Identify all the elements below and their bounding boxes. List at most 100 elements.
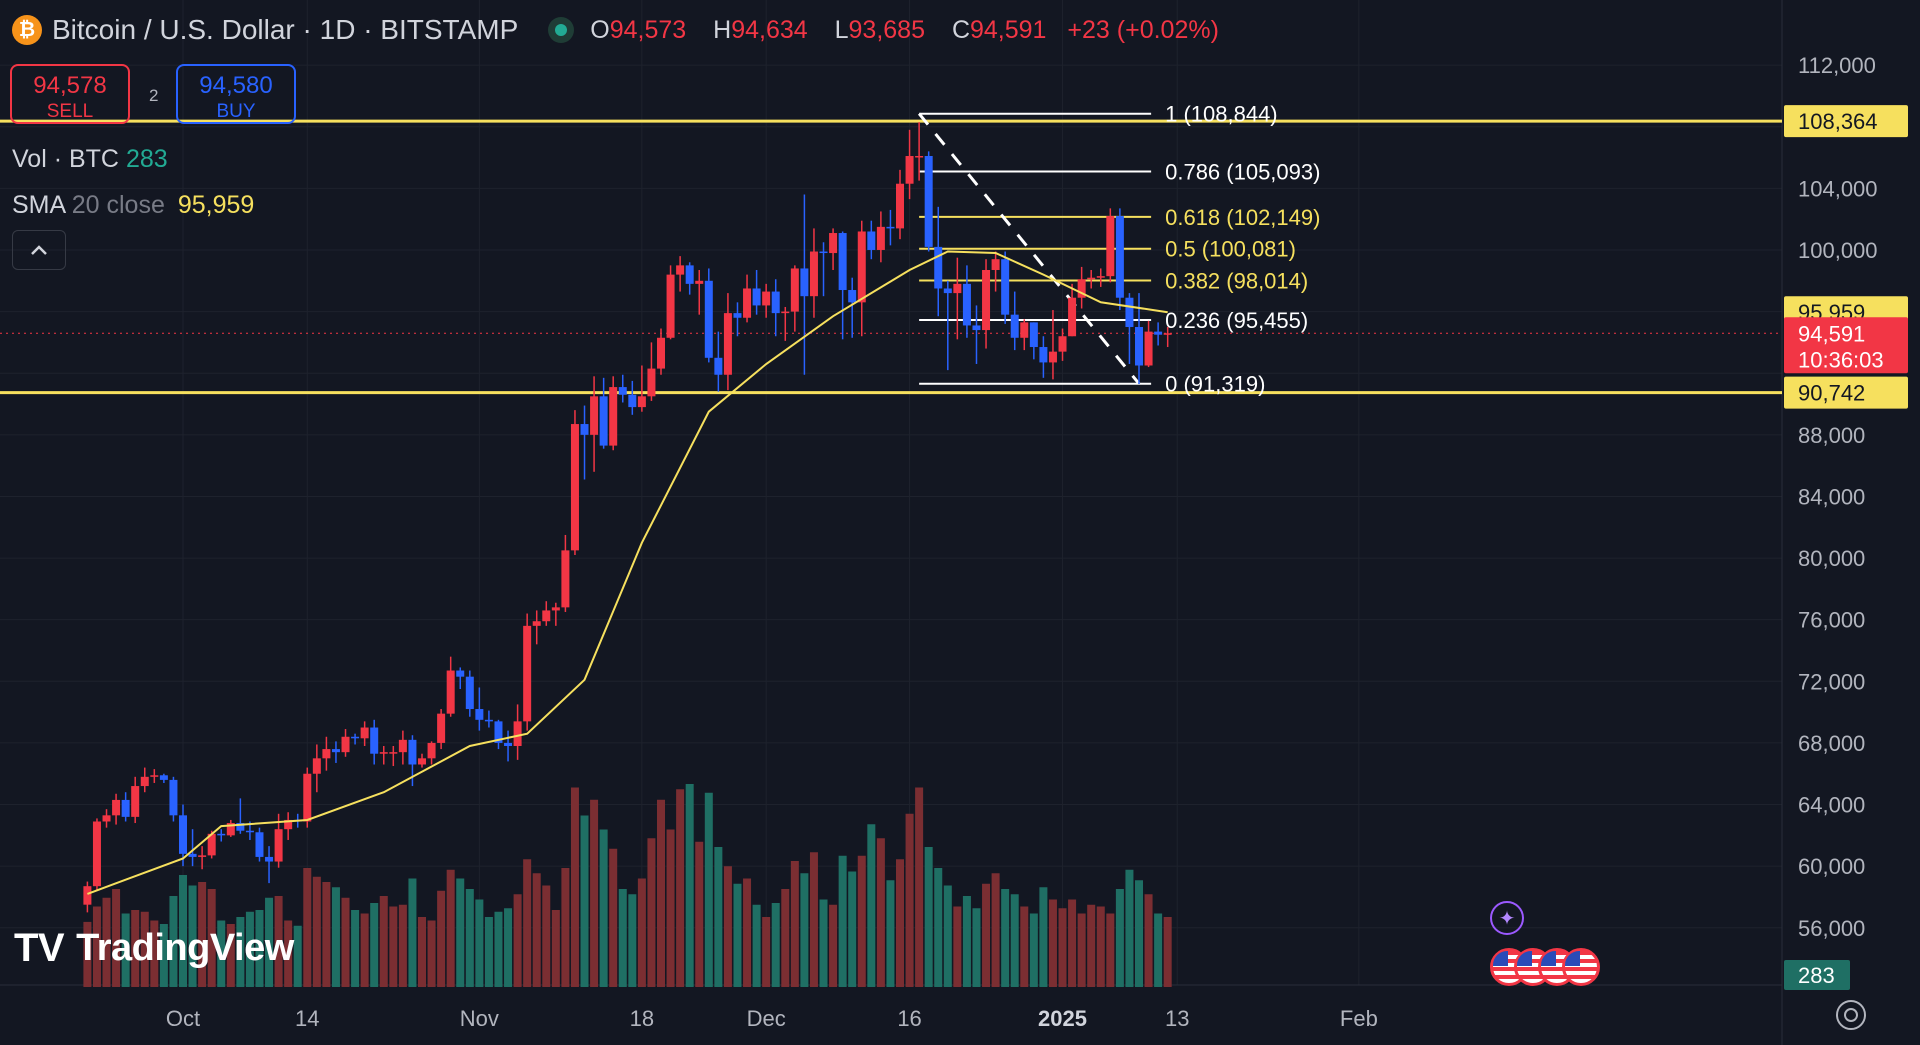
candle-body <box>972 325 981 331</box>
candle-body <box>771 291 780 314</box>
candle-body <box>112 799 121 816</box>
candle-body <box>303 773 312 822</box>
fib-level-label: 1 (108,844) <box>1165 102 1278 127</box>
fib-level-label: 0.5 (100,081) <box>1165 237 1296 262</box>
sparkle-icon[interactable]: ✦ <box>1490 901 1524 935</box>
y-tick-label: 60,000 <box>1798 854 1865 879</box>
tradingview-logo-mark: TV <box>14 926 65 970</box>
volume-bar <box>523 859 532 987</box>
sma-legend[interactable]: SMA 20 close 95,959 <box>12 191 254 220</box>
volume-bar <box>905 813 914 987</box>
volume-bar <box>92 906 101 987</box>
candle-body <box>934 246 943 289</box>
volume-bar <box>484 917 493 987</box>
x-tick-label: Nov <box>460 1006 499 1031</box>
volume-bar <box>915 787 924 987</box>
x-tick-label: Feb <box>1340 1006 1378 1031</box>
volume-legend[interactable]: Vol · BTC 283 <box>12 145 168 174</box>
candle-body <box>446 670 455 714</box>
open-label: O <box>590 15 610 44</box>
volume-bar <box>1115 889 1124 987</box>
volume-bar <box>1135 880 1143 987</box>
candle-body <box>590 396 599 435</box>
x-tick-label: 14 <box>295 1006 319 1031</box>
volume-bar <box>370 903 379 987</box>
candle-body <box>618 387 627 395</box>
candle-body <box>723 313 732 375</box>
y-tick-label: 56,000 <box>1798 916 1865 941</box>
volume-bar <box>972 908 981 987</box>
volume-bar <box>1020 906 1029 987</box>
legend-collapse-button[interactable] <box>12 230 66 270</box>
volume-bar <box>274 896 283 987</box>
volume-bar <box>226 924 235 987</box>
volume-bar <box>867 824 876 987</box>
candle-body <box>867 231 876 250</box>
candle-body <box>1048 351 1057 363</box>
candle-body <box>905 155 914 184</box>
volume-bar <box>475 899 484 987</box>
candle-body <box>188 853 197 857</box>
volume-bar <box>159 924 168 987</box>
candle-body <box>1020 322 1029 338</box>
y-tick-label: 112,000 <box>1798 53 1876 78</box>
gear-icon[interactable] <box>1836 1000 1866 1030</box>
volume-bar <box>83 921 92 987</box>
volume-bar <box>1144 894 1153 987</box>
candle-body <box>389 752 398 754</box>
volume-bar <box>465 889 474 987</box>
open-value: 94,573 <box>609 15 687 44</box>
candle-body <box>351 736 360 739</box>
volume-bar <box>1087 904 1096 987</box>
volume-bar <box>140 911 149 987</box>
bitcoin-icon[interactable]: ₿ <box>12 15 42 45</box>
candle-body <box>752 288 761 306</box>
low-value: 93,685 <box>848 15 925 44</box>
volume-bar <box>427 920 436 987</box>
symbol-title[interactable]: Bitcoin / U.S. Dollar · 1D · BITSTAMP <box>52 14 519 45</box>
events-flags[interactable] <box>1490 948 1600 986</box>
volume-bar <box>934 868 943 987</box>
volume-bar <box>408 878 417 987</box>
volume-bar <box>695 841 704 987</box>
market-status-icon[interactable] <box>548 17 575 43</box>
volume-bar <box>685 784 694 987</box>
candle-body <box>982 269 991 331</box>
volume-bar <box>102 897 111 987</box>
volume-bar <box>551 910 560 987</box>
candle-body <box>762 291 771 306</box>
last-price-tag <box>1784 317 1908 374</box>
volume-bar <box>198 882 207 987</box>
candle-body <box>695 280 704 284</box>
candle-body <box>829 233 838 254</box>
candle-body <box>418 758 426 765</box>
volume-bar <box>121 913 130 987</box>
x-tick-label: 13 <box>1165 1006 1189 1031</box>
volume-bar <box>590 799 599 987</box>
volume-bar <box>217 920 226 987</box>
candle-body <box>312 758 321 774</box>
candle-body <box>781 311 790 314</box>
us-flag-icon[interactable] <box>1562 948 1600 986</box>
candle-body <box>666 274 675 338</box>
candle-body <box>790 268 799 312</box>
candle-body <box>647 368 656 397</box>
volume-bar <box>1125 869 1134 987</box>
volume-bar <box>829 904 838 987</box>
x-tick-label: 18 <box>630 1006 654 1031</box>
volume-bar <box>179 875 187 987</box>
volume-bar <box>580 815 589 987</box>
buy-button[interactable]: 94,580 BUY <box>176 64 296 124</box>
sell-button[interactable]: 94,578 SELL <box>10 64 130 124</box>
candle-body <box>962 283 971 326</box>
volume-bar <box>876 838 885 987</box>
volume-bar <box>532 873 541 987</box>
volume-bar <box>962 896 971 987</box>
candle-body <box>1096 276 1105 278</box>
volume-bar <box>1039 887 1048 987</box>
volume-bar <box>704 792 713 987</box>
candle-body <box>504 742 513 747</box>
fib-level-label: 0.236 (95,455) <box>1165 308 1308 333</box>
